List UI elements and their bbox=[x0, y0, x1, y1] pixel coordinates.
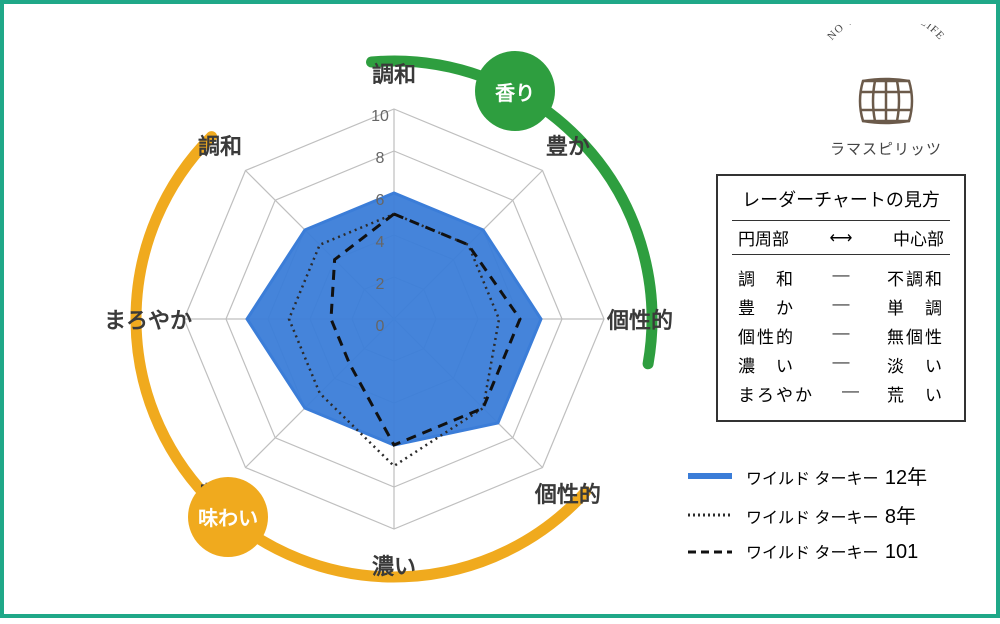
chart-frame: 調和豊か個性的個性的濃い豊かまろやか調和 0246810 香り味わい NO WH… bbox=[0, 0, 1000, 618]
legend-item: ワイルド ターキー 8年 bbox=[686, 500, 966, 529]
axis-label: 調和 bbox=[372, 57, 416, 89]
radar-chart: 調和豊か個性的個性的濃い豊かまろやか調和 0246810 香り味わい bbox=[64, 24, 684, 604]
category-badge: 味わい bbox=[188, 477, 268, 557]
axis-label: 濃い bbox=[372, 549, 416, 581]
legend-label: ワイルド ターキー 12年 bbox=[746, 461, 927, 490]
guide-row: 調 和—不調和 bbox=[732, 263, 950, 292]
barrel-icon bbox=[851, 75, 921, 127]
legend-swatch bbox=[686, 546, 734, 558]
double-arrow-icon: ⟷ bbox=[830, 228, 853, 248]
legend-swatch bbox=[686, 470, 734, 482]
guide-title: レーダーチャートの見方 bbox=[732, 186, 950, 212]
guide-header-left: 円周部 bbox=[738, 225, 789, 250]
scale-tick: 6 bbox=[376, 192, 385, 210]
guide-header-right: 中心部 bbox=[893, 225, 944, 250]
guide-header: 円周部 ⟷ 中心部 bbox=[732, 220, 950, 255]
axis-label: 調和 bbox=[198, 129, 242, 161]
category-badge: 香り bbox=[475, 51, 555, 131]
guide-row: 濃 い—淡 い bbox=[732, 350, 950, 379]
logo-arc-text: NO WHISKY NO LIFE bbox=[806, 24, 966, 64]
axis-label: 個性的 bbox=[607, 303, 673, 335]
axis-label: 個性的 bbox=[535, 477, 601, 509]
guide-row: まろやか—荒 い bbox=[732, 379, 950, 408]
svg-text:NO WHISKY NO LIFE: NO WHISKY NO LIFE bbox=[825, 24, 947, 43]
scale-tick: 10 bbox=[371, 108, 389, 126]
legend: ワイルド ターキー 12年ワイルド ターキー 8年ワイルド ターキー 101 bbox=[686, 461, 966, 574]
axis-label: 豊か bbox=[546, 129, 590, 161]
logo-brand-name: ラマスピリッツ bbox=[806, 138, 966, 159]
legend-swatch bbox=[686, 509, 734, 521]
legend-item: ワイルド ターキー 101 bbox=[686, 539, 966, 564]
legend-label: ワイルド ターキー 8年 bbox=[746, 500, 916, 529]
legend-label: ワイルド ターキー 101 bbox=[746, 539, 918, 564]
axis-label: まろやか bbox=[104, 303, 192, 335]
guide-row: 豊 か—単 調 bbox=[732, 292, 950, 321]
brand-logo: NO WHISKY NO LIFE ラマスピリッツ bbox=[806, 24, 966, 159]
scale-tick: 0 bbox=[376, 318, 385, 336]
guide-row: 個性的—無個性 bbox=[732, 321, 950, 350]
scale-tick: 4 bbox=[376, 234, 385, 252]
scale-tick: 8 bbox=[376, 150, 385, 168]
legend-item: ワイルド ターキー 12年 bbox=[686, 461, 966, 490]
reading-guide: レーダーチャートの見方 円周部 ⟷ 中心部 調 和—不調和豊 か—単 調個性的—… bbox=[716, 174, 966, 422]
scale-tick: 2 bbox=[376, 276, 385, 294]
